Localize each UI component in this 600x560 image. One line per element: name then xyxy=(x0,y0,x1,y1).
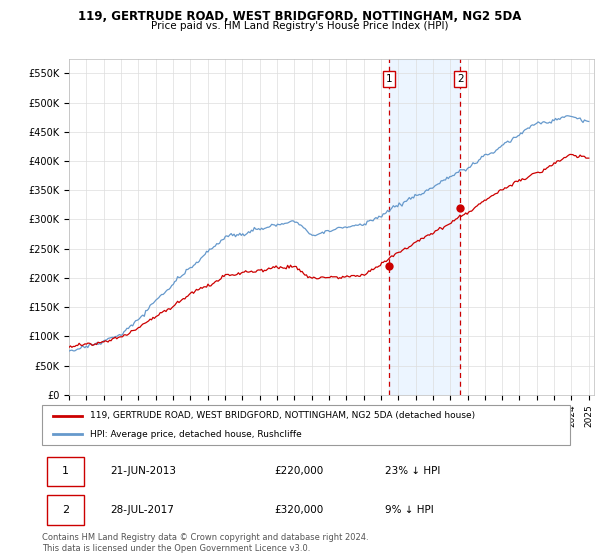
Text: HPI: Average price, detached house, Rushcliffe: HPI: Average price, detached house, Rush… xyxy=(89,430,301,439)
Text: 21-JUN-2013: 21-JUN-2013 xyxy=(110,466,176,476)
Text: 1: 1 xyxy=(386,74,392,84)
Text: £320,000: £320,000 xyxy=(274,505,323,515)
Text: 2: 2 xyxy=(457,74,463,84)
FancyBboxPatch shape xyxy=(47,495,84,525)
Text: Contains HM Land Registry data © Crown copyright and database right 2024.
This d: Contains HM Land Registry data © Crown c… xyxy=(42,533,368,553)
Text: 23% ↓ HPI: 23% ↓ HPI xyxy=(385,466,440,476)
Text: 1: 1 xyxy=(62,466,69,476)
FancyBboxPatch shape xyxy=(42,405,570,445)
Bar xyxy=(389,59,460,395)
Text: £220,000: £220,000 xyxy=(274,466,323,476)
Text: Price paid vs. HM Land Registry's House Price Index (HPI): Price paid vs. HM Land Registry's House … xyxy=(151,21,449,31)
FancyBboxPatch shape xyxy=(47,456,84,486)
Text: 28-JUL-2017: 28-JUL-2017 xyxy=(110,505,175,515)
Text: 2: 2 xyxy=(62,505,70,515)
Text: 119, GERTRUDE ROAD, WEST BRIDGFORD, NOTTINGHAM, NG2 5DA: 119, GERTRUDE ROAD, WEST BRIDGFORD, NOTT… xyxy=(79,10,521,22)
Text: 9% ↓ HPI: 9% ↓ HPI xyxy=(385,505,434,515)
Text: 119, GERTRUDE ROAD, WEST BRIDGFORD, NOTTINGHAM, NG2 5DA (detached house): 119, GERTRUDE ROAD, WEST BRIDGFORD, NOTT… xyxy=(89,411,475,420)
